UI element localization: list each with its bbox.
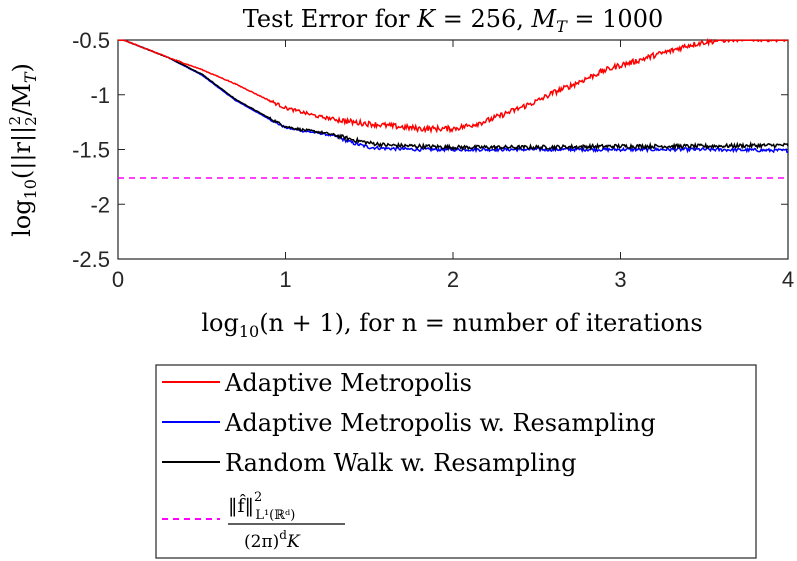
formula-norm-sub: L¹(ℝᵈ) bbox=[255, 508, 295, 523]
x-tick-label: 3 bbox=[614, 267, 626, 292]
series-group bbox=[118, 37, 789, 179]
y-axis: -2.5 -2 -1.5 -1 -0.5 bbox=[72, 28, 788, 272]
formula-den-tail: K bbox=[286, 532, 301, 552]
formula-den-sup: d bbox=[279, 528, 287, 542]
y-axis-label: log10(||r||22/MT) bbox=[6, 63, 40, 237]
legend-label-random-walk-resampling: Random Walk w. Resampling bbox=[225, 449, 576, 477]
ylabel-tail: /M bbox=[8, 83, 36, 116]
ylabel-body: (||r|| bbox=[8, 126, 37, 179]
y-tick-label: -0.5 bbox=[72, 28, 110, 53]
xlabel-arg: (n + 1), for n = number of iterations bbox=[259, 309, 702, 337]
y-tick-label: -2.5 bbox=[72, 247, 110, 272]
legend-formula-numerator: ‖f̂‖2 L¹(ℝᵈ) bbox=[228, 490, 295, 523]
y-tick-label: -1.5 bbox=[72, 138, 110, 163]
title-m-sub: T bbox=[556, 17, 568, 36]
series-adaptive-metropolis bbox=[118, 37, 789, 135]
formula-norm: ‖f̂‖ bbox=[228, 494, 254, 517]
x-tick-label: 2 bbox=[447, 267, 459, 292]
series-random-walk-resampling bbox=[118, 39, 789, 152]
x-tick-label: 1 bbox=[279, 267, 291, 292]
x-axis-label: log10(n + 1), for n = number of iteratio… bbox=[201, 309, 702, 341]
legend: Adaptive Metropolis Adaptive Metropolis … bbox=[155, 364, 757, 559]
ylabel-sub: 2 bbox=[22, 116, 40, 126]
ylabel-tail-sub: T bbox=[21, 71, 40, 83]
formula-den: (2π) bbox=[244, 532, 279, 552]
formula-norm-sup: 2 bbox=[254, 490, 262, 505]
y-tick-label: -2 bbox=[90, 192, 110, 217]
title-m-value: = 1000 bbox=[567, 5, 663, 33]
xlabel-fn-sub: 10 bbox=[239, 322, 259, 341]
ylabel-fn: log bbox=[8, 199, 36, 237]
title-m-label: M bbox=[531, 5, 558, 33]
title-k-label: K bbox=[416, 5, 437, 33]
title-k-value: = 256, bbox=[435, 5, 531, 33]
ylabel-close: ) bbox=[8, 63, 36, 72]
x-tick-label: 0 bbox=[112, 267, 124, 292]
x-tick-label: 4 bbox=[782, 267, 794, 292]
ylabel-sup: 2 bbox=[6, 116, 24, 126]
ylabel-fn-sub: 10 bbox=[21, 179, 40, 199]
title-prefix: Test Error for bbox=[243, 5, 417, 33]
legend-label-adaptive-metropolis: Adaptive Metropolis bbox=[224, 369, 472, 397]
legend-box bbox=[155, 364, 757, 559]
y-tick-label: -1 bbox=[90, 83, 110, 108]
xlabel-fn: log bbox=[201, 309, 239, 337]
chart-title: Test Error for K = 256, MT = 1000 bbox=[243, 5, 663, 36]
x-axis: 0 1 2 3 4 bbox=[112, 40, 794, 292]
legend-label-adaptive-metropolis-resampling: Adaptive Metropolis w. Resampling bbox=[224, 409, 656, 437]
legend-formula-denominator: (2π)dK bbox=[244, 528, 301, 552]
